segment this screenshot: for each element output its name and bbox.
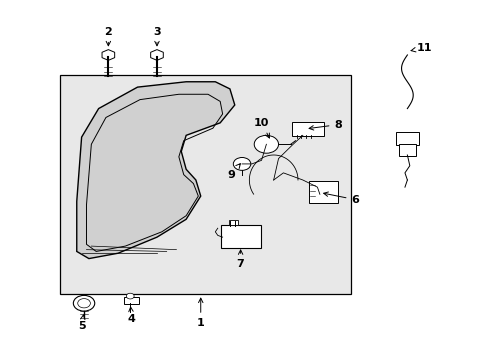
Circle shape: [233, 157, 250, 170]
Text: 4: 4: [127, 307, 135, 324]
Circle shape: [73, 296, 95, 311]
FancyBboxPatch shape: [398, 144, 415, 156]
Text: 9: 9: [226, 164, 240, 180]
Text: 2: 2: [104, 27, 112, 46]
FancyBboxPatch shape: [60, 75, 351, 294]
FancyBboxPatch shape: [308, 181, 338, 203]
Bar: [228, 220, 237, 225]
FancyBboxPatch shape: [395, 132, 418, 145]
Text: 6: 6: [323, 192, 359, 204]
Text: 3: 3: [153, 27, 161, 46]
Text: 7: 7: [236, 250, 244, 269]
FancyBboxPatch shape: [124, 297, 138, 304]
FancyBboxPatch shape: [220, 225, 261, 248]
Text: 10: 10: [253, 118, 269, 138]
Circle shape: [254, 135, 278, 153]
Text: 5: 5: [78, 315, 85, 332]
Polygon shape: [77, 82, 234, 258]
Circle shape: [78, 298, 90, 308]
Text: 1: 1: [197, 298, 204, 328]
Text: 8: 8: [308, 120, 342, 130]
Text: 11: 11: [410, 43, 432, 53]
FancyBboxPatch shape: [291, 122, 323, 136]
Circle shape: [126, 293, 134, 299]
